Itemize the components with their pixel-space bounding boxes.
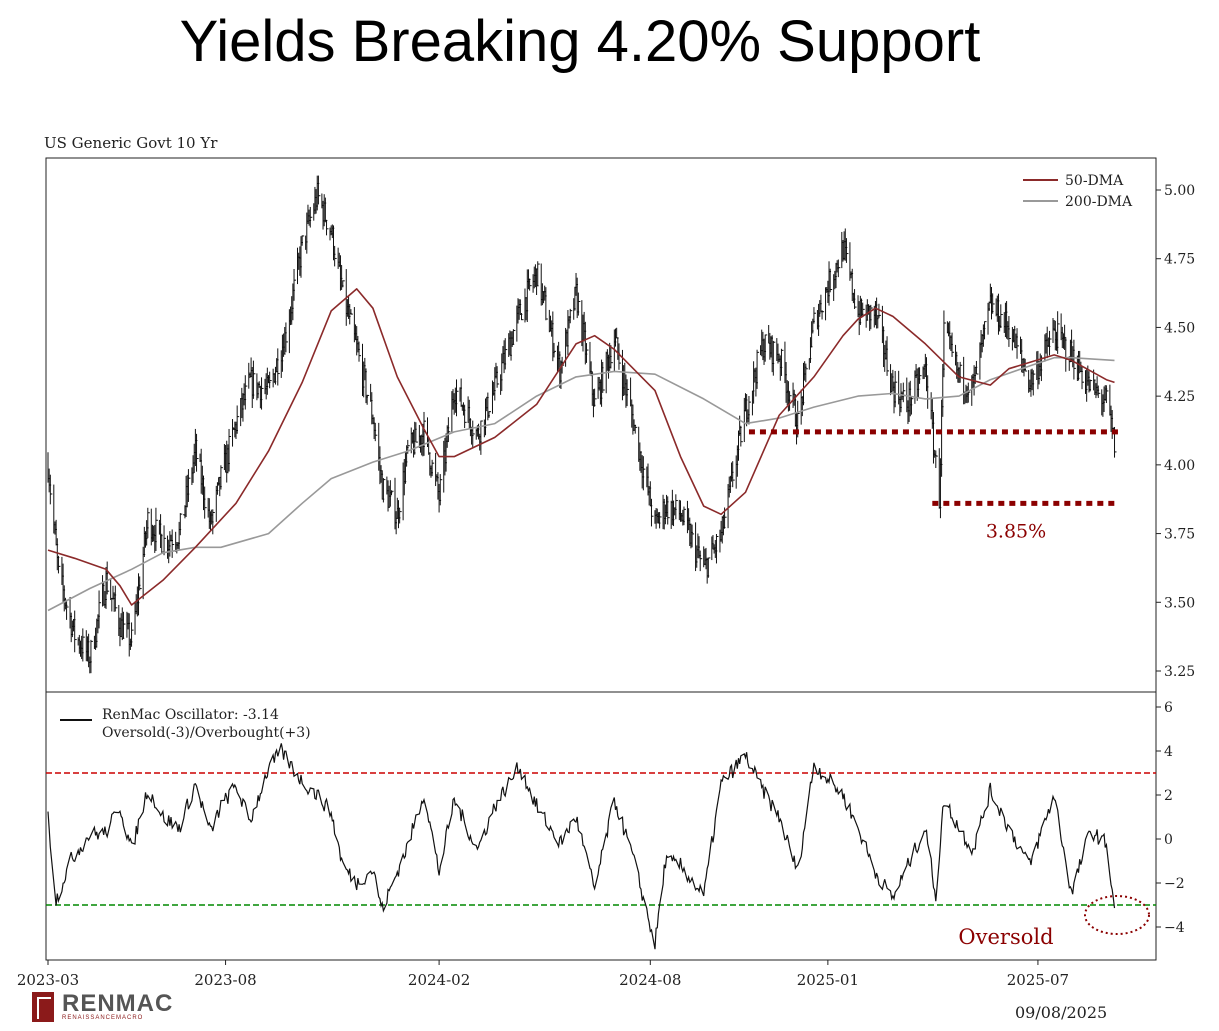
logo-mark-icon (32, 992, 54, 1022)
price-y-tick-label: 3.50 (1164, 595, 1195, 611)
x-tick-label: 2024-02 (408, 971, 470, 989)
price-legend: 50-DMA 200-DMA (1023, 173, 1133, 210)
logo-text: RENMAC (62, 990, 174, 1017)
price-bars (47, 175, 1117, 674)
oscillator-line (47, 743, 1116, 950)
x-tick-label: 2025-01 (797, 971, 859, 989)
page-title: Yields Breaking 4.20% Support (179, 9, 981, 74)
oscillator-legend: RenMac Oscillator: -3.14 Oversold(-3)/Ove… (60, 707, 311, 741)
osc-y-tick-label: −2 (1164, 876, 1185, 892)
price-y-tick-label: 3.25 (1164, 664, 1195, 680)
ma200-line (47, 356, 1115, 612)
oscillator-panel: −4 −2 0 2 4 6 2023-03 2023-08 2024-02 2024-08 2025… (17, 691, 1185, 989)
legend-oscillator-label: RenMac Oscillator: -3.14 (102, 707, 279, 723)
x-tick-label: 2024-08 (619, 971, 681, 989)
price-y-tick-label: 4.00 (1164, 458, 1195, 474)
osc-y-tick-label: 4 (1164, 744, 1173, 760)
price-y-tick-label: 4.25 (1164, 389, 1195, 405)
logo-subtext: RENAISSANCEMACRO (62, 1015, 144, 1021)
price-frame (45, 157, 1157, 693)
price-y-tick-label: 3.75 (1164, 527, 1195, 543)
report-date: 09/08/2025 (1015, 1003, 1108, 1022)
support-label: 3.85% (986, 520, 1046, 542)
chart-subtitle: US Generic Govt 10 Yr (44, 134, 218, 152)
oscillator-frame (45, 691, 1157, 961)
price-panel: 3.25 3.50 3.75 4.00 4.25 4.50 4.75 5.00 3.85% 50-… (45, 157, 1195, 693)
legend-threshold-label: Oversold(-3)/Overbought(+3) (102, 725, 311, 741)
renmac-logo: RENMAC RENAISSANCEMACRO (32, 990, 182, 1026)
osc-y-tick-label: 6 (1164, 700, 1173, 716)
price-y-tick-label: 4.75 (1164, 252, 1195, 268)
ma50-line (47, 288, 1115, 606)
x-tick-label: 2023-03 (17, 971, 79, 989)
osc-y-tick-label: −4 (1164, 920, 1185, 936)
osc-y-tick-label: 2 (1164, 788, 1173, 804)
legend-ma50-label: 50-DMA (1065, 173, 1124, 189)
x-tick-label: 2023-08 (194, 971, 256, 989)
legend-ma200-label: 200-DMA (1065, 194, 1133, 210)
price-y-tick-label: 4.50 (1164, 320, 1195, 336)
oversold-label: Oversold (958, 925, 1053, 949)
oversold-circle (1084, 895, 1150, 935)
osc-y-tick-label: 0 (1164, 832, 1173, 848)
x-tick-label: 2025-07 (1007, 971, 1069, 989)
price-y-tick-label: 5.00 (1164, 183, 1195, 199)
